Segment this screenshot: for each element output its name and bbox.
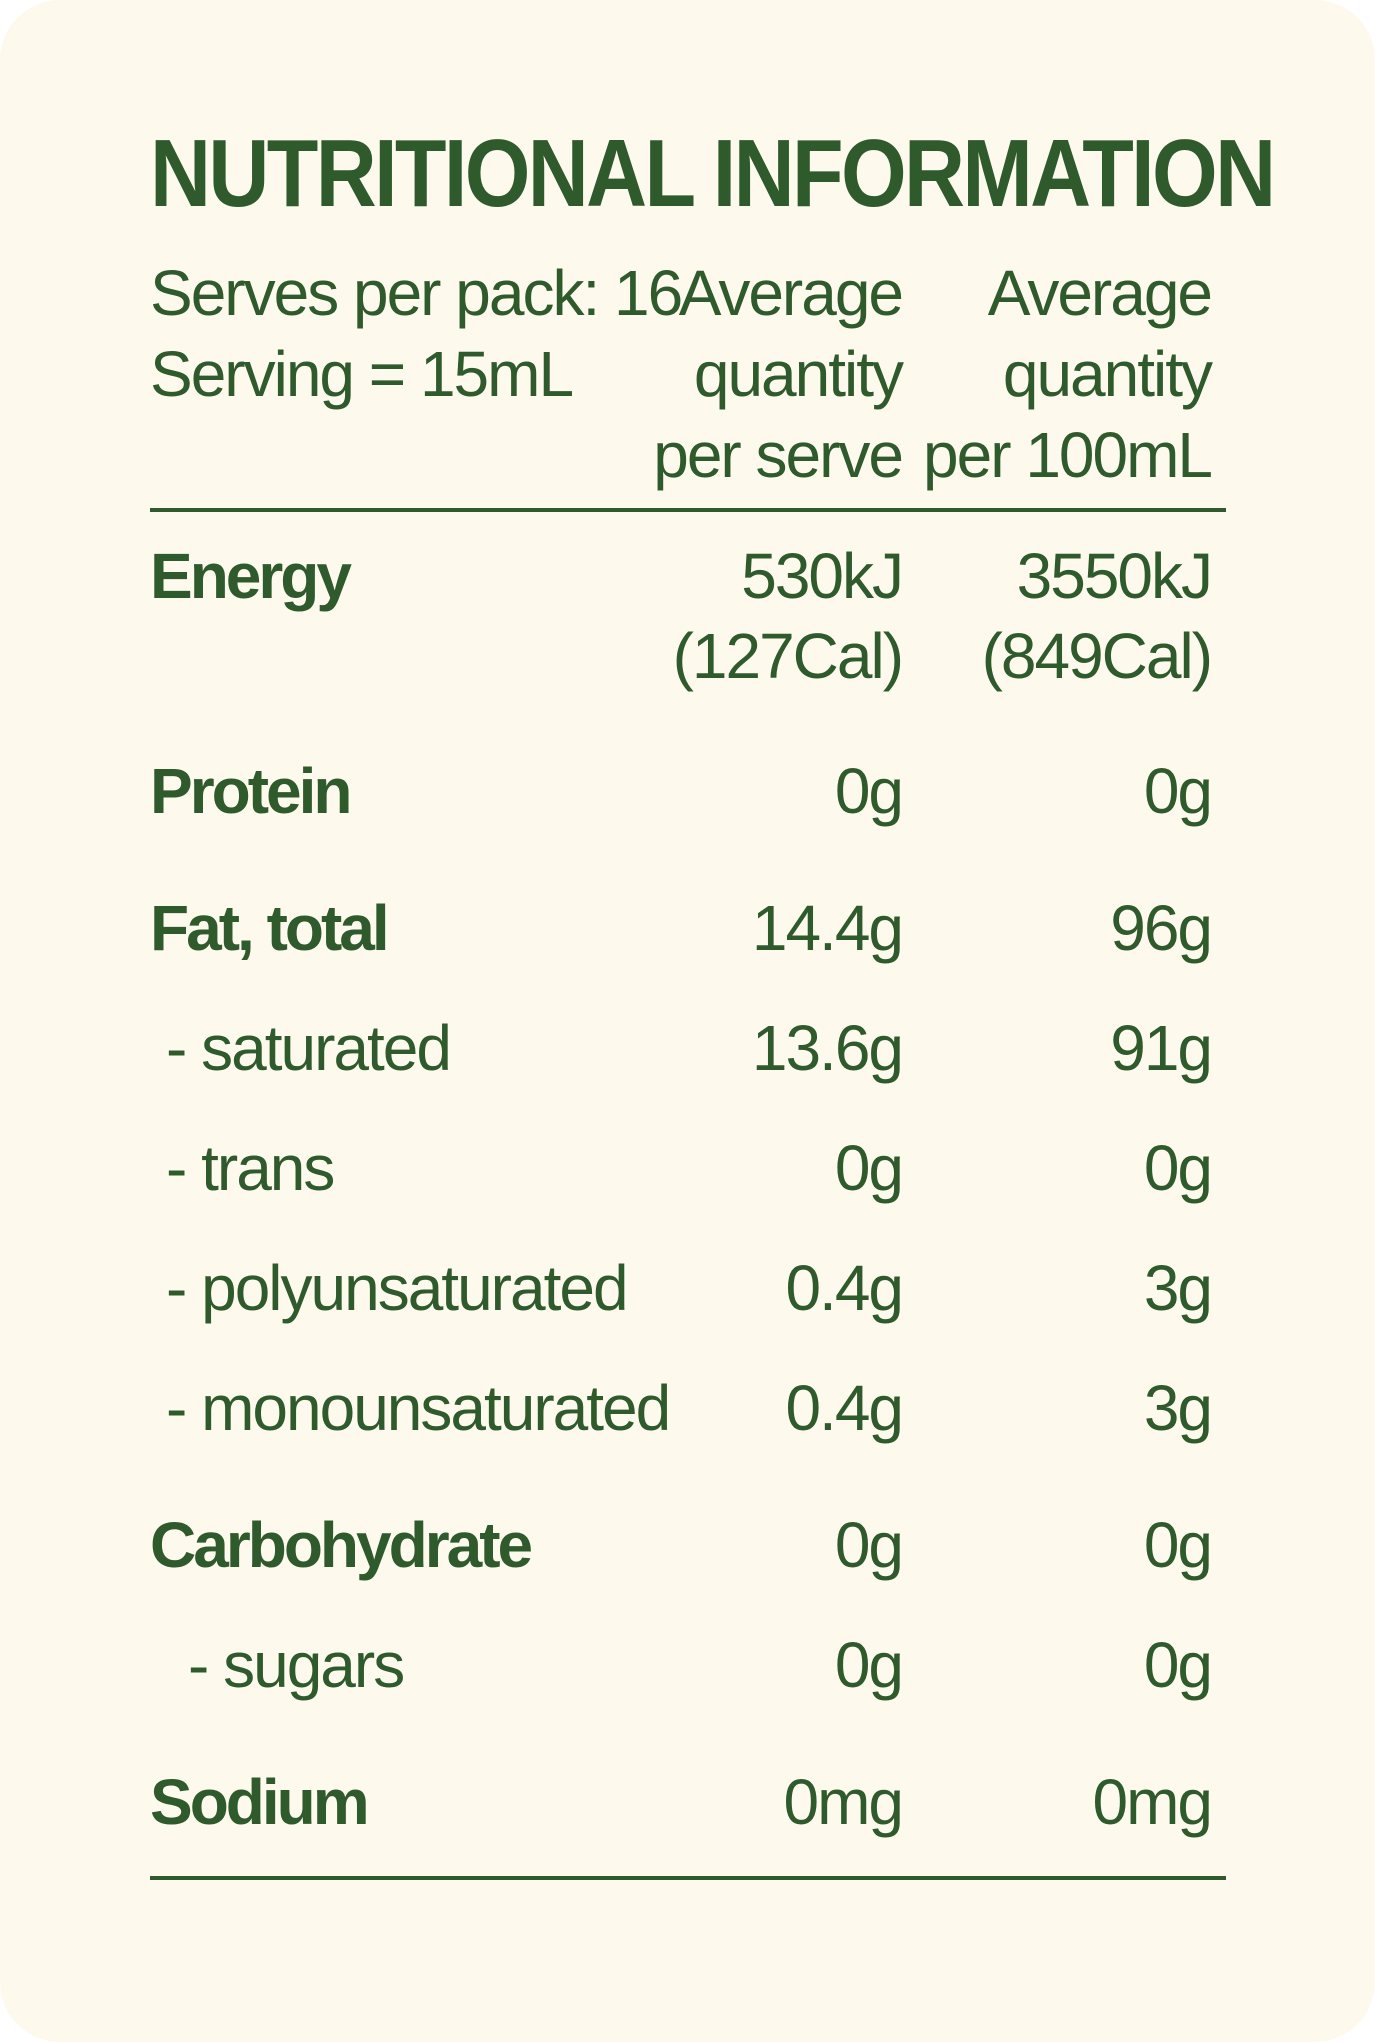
value-per-serve: 0mg [783, 1766, 904, 1838]
row-label: Energy [150, 540, 352, 612]
column-header-line: per serve [653, 419, 904, 491]
value-per-serve: 0.4g [785, 1372, 904, 1444]
serving-info: Serves per pack: 16 Serving = 15mL [150, 253, 683, 415]
row-label: - saturated [166, 1012, 452, 1084]
value-per-serve: 530kJ (127Cal) [672, 536, 904, 696]
column-header-line: per 100mL [923, 419, 1213, 491]
value-per-serve: 13.6g [751, 1012, 904, 1084]
table-row-sodium: Sodium 0mg 0mg [150, 1762, 1226, 1842]
energy-kj-per-100ml: 3550kJ [1016, 540, 1213, 612]
row-label: - trans [166, 1132, 335, 1204]
column-header-line: Average [678, 257, 904, 329]
row-label: Sodium [150, 1766, 370, 1838]
column-header-line: quantity [1002, 338, 1213, 410]
value-per-100ml: 3g [1143, 1372, 1213, 1444]
serving-size: Serving = 15mL [150, 338, 574, 410]
table-row-energy: Energy 530kJ (127Cal) 3550kJ (849Cal) [150, 536, 1226, 696]
row-label: - sugars [188, 1629, 405, 1701]
header-divider [150, 508, 1226, 512]
value-per-serve: 0g [834, 1132, 904, 1204]
footer-divider [150, 1876, 1226, 1880]
column-header-per-100ml: Average quantity per 100mL [911, 253, 1213, 496]
value-per-serve: 0g [834, 1629, 904, 1701]
row-label: - monounsaturated [166, 1372, 671, 1444]
row-label: Protein [150, 755, 352, 827]
value-per-100ml: 3550kJ (849Cal) [981, 536, 1213, 696]
table-row-polyunsaturated: - polyunsaturated 0.4g 3g [150, 1248, 1226, 1328]
energy-cal-per-serve: (127Cal) [672, 620, 904, 692]
value-per-100ml: 0g [1143, 755, 1213, 827]
table-row-saturated: - saturated 13.6g 91g [150, 1008, 1226, 1088]
serves-per-pack: Serves per pack: 16 [150, 257, 683, 329]
value-per-100ml: 0mg [1092, 1766, 1213, 1838]
table-row-protein: Protein 0g 0g [150, 751, 1226, 831]
value-per-serve: 0.4g [785, 1252, 904, 1324]
value-per-100ml: 0g [1143, 1509, 1213, 1581]
value-per-serve: 0g [834, 755, 904, 827]
table-row-carbohydrate: Carbohydrate 0g 0g [150, 1505, 1226, 1585]
column-header-line: Average [987, 257, 1213, 329]
column-header-per-serve: Average quantity per serve [572, 253, 904, 496]
table-row-fat-total: Fat, total 14.4g 96g [150, 888, 1226, 968]
value-per-100ml: 96g [1110, 892, 1213, 964]
row-label: Carbohydrate [150, 1509, 533, 1581]
energy-cal-per-100ml: (849Cal) [981, 620, 1213, 692]
panel-title: NUTRITIONAL INFORMATION [150, 120, 1276, 227]
table-row-sugars: - sugars 0g 0g [150, 1625, 1226, 1705]
row-label: - polyunsaturated [166, 1252, 629, 1324]
table-row-trans: - trans 0g 0g [150, 1128, 1226, 1208]
value-per-serve: 0g [834, 1509, 904, 1581]
column-header-line: quantity [693, 338, 904, 410]
value-per-100ml: 0g [1143, 1132, 1213, 1204]
energy-kj-per-serve: 530kJ [741, 540, 904, 612]
value-per-100ml: 91g [1110, 1012, 1213, 1084]
value-per-100ml: 0g [1143, 1629, 1213, 1701]
value-per-100ml: 3g [1143, 1252, 1213, 1324]
table-row-monounsaturated: - monounsaturated 0.4g 3g [150, 1368, 1226, 1448]
row-label: Fat, total [150, 892, 390, 964]
value-per-serve: 14.4g [751, 892, 904, 964]
table-header: Serves per pack: 16 Serving = 15mL Avera… [150, 253, 1226, 493]
